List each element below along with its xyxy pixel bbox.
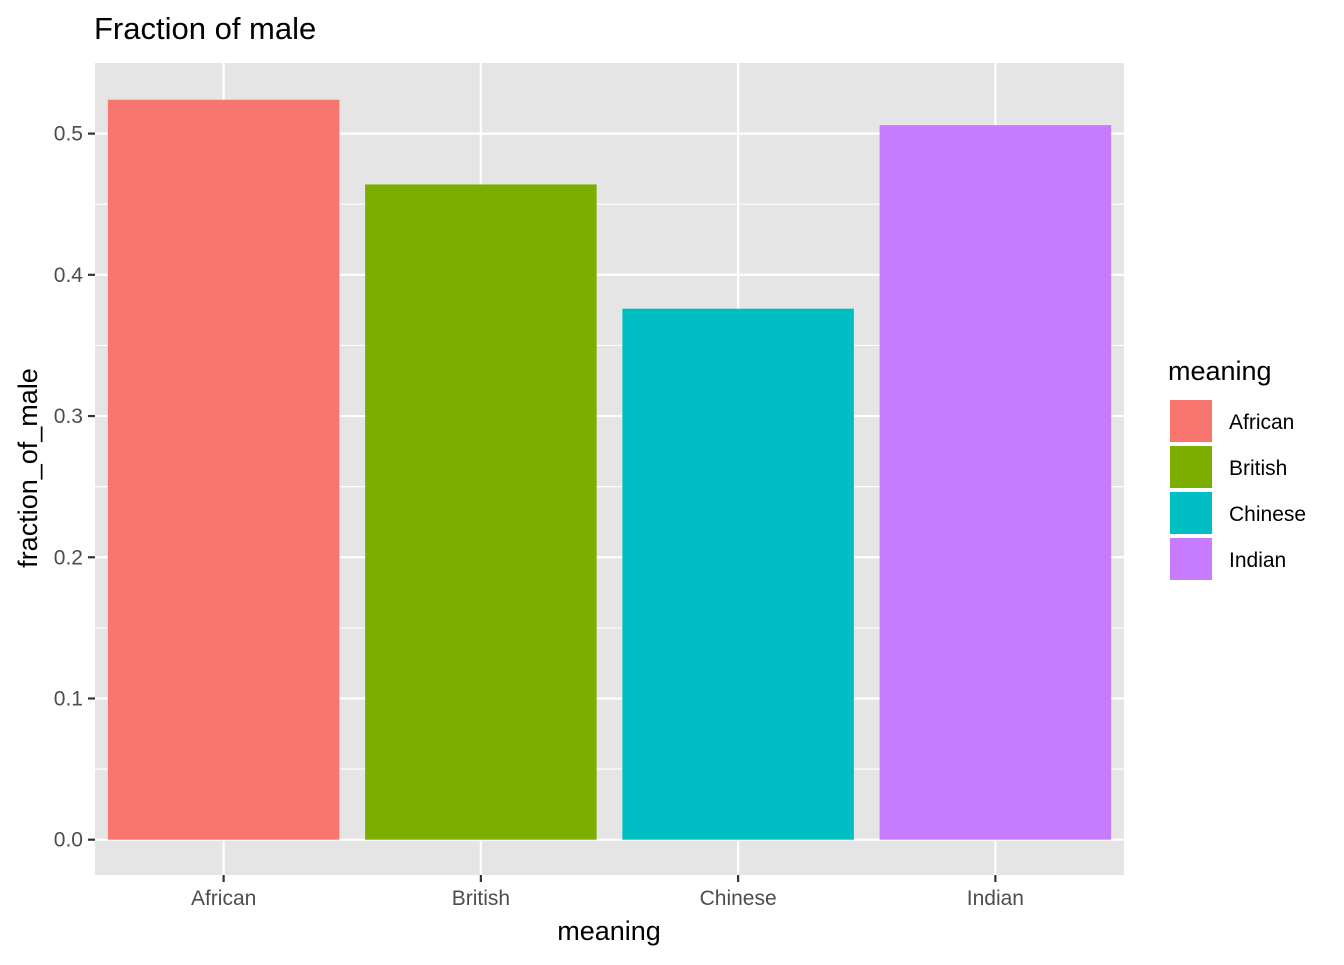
legend-label: African [1229,411,1294,434]
y-tick-label: 0.0 [54,829,83,852]
y-tick-label: 0.5 [54,123,83,146]
legend: meaning African British Chinese Indian [1168,356,1306,580]
bar-chinese [622,308,854,840]
chart-title: Fraction of male [94,11,316,46]
legend-label: Indian [1229,549,1286,572]
x-axis-title: meaning [557,916,661,946]
y-tick-label: 0.2 [54,546,83,569]
x-axis: African British Chinese Indian [191,875,1024,910]
x-tick-label: African [191,887,256,910]
legend-label: Chinese [1229,503,1306,526]
legend-key [1170,492,1212,534]
bars [107,99,1112,840]
y-tick-label: 0.4 [54,264,84,287]
x-tick-label: British [452,887,510,910]
y-tick-label: 0.1 [54,687,83,710]
y-tick-label: 0.3 [54,405,83,428]
bar-african [107,99,340,840]
legend-label: British [1229,457,1287,480]
x-tick-label: Chinese [700,887,777,910]
bar-british [365,184,597,840]
x-tick-label: Indian [967,887,1024,910]
legend-key [1170,538,1212,580]
legend-title: meaning [1168,356,1272,386]
legend-key [1170,400,1212,442]
bar-indian [879,125,1112,840]
y-axis: 0.0 0.1 0.2 0.3 0.4 0.5 [54,123,95,852]
y-axis-title: fraction_of_male [13,368,43,568]
legend-key [1170,446,1212,488]
